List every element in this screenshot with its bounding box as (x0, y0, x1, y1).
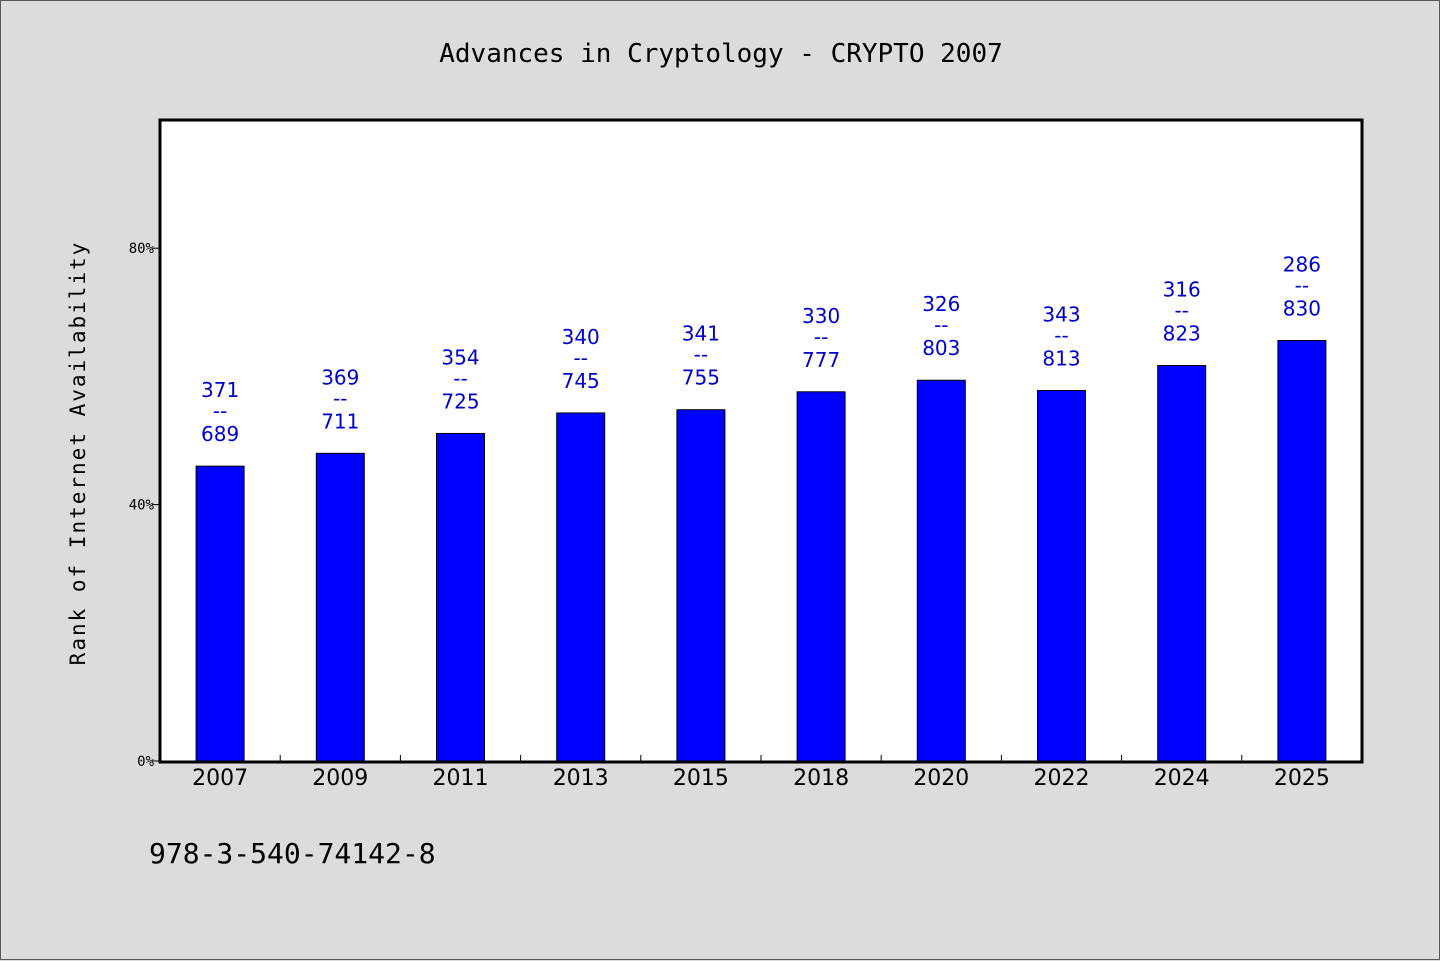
chart-title: Advances in Cryptology - CRYPTO 2007 (439, 39, 1003, 69)
y-tick-label: 40% (129, 498, 155, 514)
data-label-top: 340 (562, 325, 600, 349)
data-label-bottom: 803 (922, 336, 960, 360)
bar (195, 465, 245, 762)
data-label-bottom: 755 (682, 366, 720, 390)
x-tick-label: 2007 (192, 766, 248, 791)
data-label-bottom: 745 (562, 369, 600, 393)
data-label-top: 341 (682, 322, 720, 346)
bar (1037, 390, 1086, 762)
x-tick-label: 2015 (673, 766, 729, 791)
data-label-top: 371 (201, 378, 239, 402)
chart-marks: 0%40%80%2007371--6892009369--7112011354-… (129, 241, 1330, 791)
data-label-bottom: 689 (201, 422, 239, 446)
x-tick-label: 2011 (433, 766, 489, 791)
y-axis-label: Rank of Internet Availability (66, 241, 90, 666)
plot-border (158, 118, 1364, 764)
bar (315, 452, 365, 762)
data-label-top: 330 (802, 304, 840, 328)
data-label-bottom: 823 (1163, 322, 1201, 346)
bar (556, 412, 606, 762)
data-label-separator: -- (453, 366, 467, 390)
x-tick-label: 2022 (1034, 766, 1090, 791)
y-tick-label: 0% (137, 754, 154, 770)
data-label-top: 343 (1042, 303, 1080, 327)
bar (676, 409, 726, 762)
x-tick-label: 2025 (1274, 766, 1330, 791)
data-label-top: 316 (1163, 278, 1201, 302)
data-label-separator: -- (814, 325, 828, 349)
data-label-top: 286 (1283, 253, 1321, 277)
x-tick-label: 2018 (793, 766, 849, 791)
data-label-separator: -- (333, 386, 347, 410)
data-label-bottom: 777 (802, 348, 840, 372)
data-label-top: 326 (922, 292, 960, 316)
data-label-separator: -- (573, 346, 587, 370)
data-label-separator: -- (694, 343, 708, 367)
data-label-bottom: 711 (321, 409, 359, 433)
x-tick-label: 2009 (312, 766, 368, 791)
bar (916, 379, 966, 762)
data-label-separator: -- (1054, 324, 1068, 348)
data-label-separator: -- (213, 399, 227, 423)
data-label-separator: -- (1174, 299, 1188, 323)
data-label-top: 369 (321, 365, 359, 389)
bar (436, 432, 485, 762)
isbn-footer: 978-3-540-74142-8 (149, 837, 436, 870)
data-label-separator: -- (1295, 274, 1309, 298)
data-label-separator: -- (934, 313, 948, 337)
data-label-bottom: 725 (441, 389, 479, 413)
x-tick-label: 2020 (913, 766, 969, 791)
data-label-top: 354 (441, 345, 479, 369)
x-tick-label: 2024 (1154, 766, 1210, 791)
bar (1277, 340, 1327, 762)
bar (1157, 365, 1207, 762)
bar (796, 391, 846, 762)
x-tick-label: 2013 (553, 766, 609, 791)
y-tick-label: 80% (129, 241, 155, 257)
data-label-bottom: 813 (1042, 347, 1080, 371)
data-label-bottom: 830 (1283, 297, 1321, 321)
